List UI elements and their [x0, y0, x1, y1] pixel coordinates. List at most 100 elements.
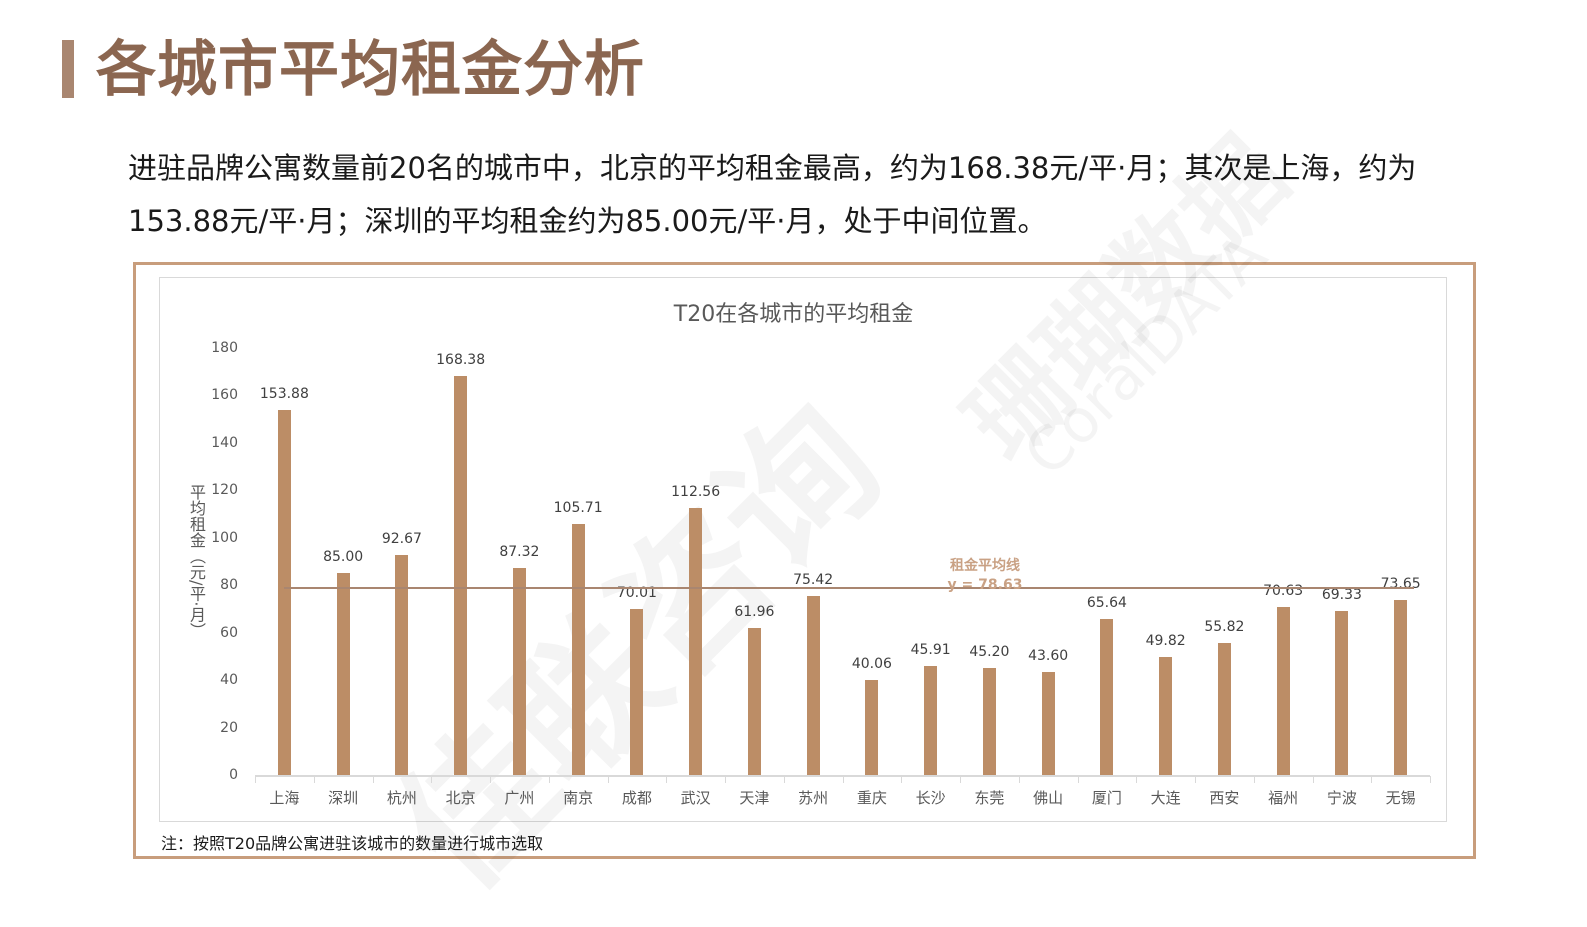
y-tick-label: 0	[229, 767, 238, 783]
x-tick-mark	[431, 776, 433, 783]
bar-杭州	[395, 555, 409, 775]
x-tick-mark	[1253, 776, 1255, 783]
x-tick-mark	[372, 776, 374, 783]
x-category-label: 佛山	[1033, 789, 1064, 807]
bar-value-label: 105.71	[553, 500, 603, 517]
x-category-label: 福州	[1268, 789, 1299, 807]
bar-北京	[454, 375, 468, 775]
bar-value-label: 55.82	[1204, 618, 1245, 635]
x-category-label: 厦门	[1091, 789, 1122, 807]
footnote: 注：按照T20品牌公寓进驻该城市的数量进行城市选取	[161, 834, 544, 853]
bar-宁波	[1335, 610, 1349, 775]
bar-value-label: 75.42	[793, 572, 834, 589]
x-tick-mark	[1018, 776, 1020, 783]
x-tick-mark	[960, 776, 961, 783]
x-tick-mark	[1312, 776, 1314, 783]
x-tick-mark	[666, 776, 668, 783]
x-category-label: 苏州	[798, 789, 829, 807]
bar-value-label: 73.65	[1380, 576, 1421, 593]
bar-value-label: 168.38	[436, 351, 486, 368]
x-tick-mark	[1136, 776, 1138, 783]
x-tick-mark	[313, 776, 315, 783]
bar-佛山	[1041, 671, 1055, 775]
bar-无锡	[1394, 600, 1408, 775]
bar-武汉	[689, 507, 703, 775]
bar-value-label: 112.56	[671, 483, 721, 500]
x-category-label: 武汉	[680, 789, 711, 807]
bar-value-label: 49.82	[1145, 632, 1186, 649]
average-line	[284, 587, 1414, 590]
x-category-label: 北京	[445, 789, 476, 807]
x-category-label: 上海	[269, 789, 300, 807]
page-title: 各城市平均租金分析	[96, 35, 645, 105]
y-tick-label: 20	[220, 719, 238, 736]
y-tick-label: 80	[220, 577, 238, 594]
bar-深圳	[336, 573, 350, 775]
bar-西安	[1217, 642, 1231, 775]
x-tick-mark	[490, 776, 491, 783]
x-tick-mark	[607, 776, 609, 783]
x-category-label: 成都	[621, 789, 652, 807]
y-tick-label: 40	[220, 672, 238, 689]
bar-厦门	[1100, 619, 1114, 775]
x-category-label: 重庆	[856, 789, 887, 807]
bar-value-label: 92.67	[381, 531, 422, 548]
chart-outer-frame	[133, 262, 1476, 859]
bar-value-label: 69.33	[1321, 586, 1362, 603]
x-tick-mark	[842, 776, 844, 783]
x-tick-mark	[1077, 776, 1079, 783]
average-line-value: y = 78.63	[947, 577, 1023, 593]
x-category-label: 天津	[739, 789, 770, 807]
bar-天津	[747, 628, 761, 775]
x-category-label: 深圳	[328, 789, 359, 807]
x-tick-mark	[1371, 776, 1373, 783]
bar-value-label: 61.96	[734, 604, 775, 621]
y-tick-label: 100	[211, 529, 238, 546]
bar-重庆	[865, 679, 879, 775]
y-axis-label: 平均租金（元/平·月）	[187, 484, 206, 639]
bar-value-label: 65.64	[1086, 595, 1127, 612]
x-category-label: 西安	[1209, 789, 1240, 807]
bar-value-label: 45.91	[910, 642, 951, 659]
x-category-label: 广州	[504, 789, 535, 807]
bar-福州	[1276, 607, 1290, 775]
y-tick-label: 160	[211, 387, 238, 404]
bar-南京	[571, 524, 585, 775]
bar-value-label: 85.00	[323, 549, 364, 566]
bar-东莞	[982, 667, 996, 775]
bar-苏州	[806, 596, 820, 775]
summary-paragraph: 进驻品牌公寓数量前20名的城市中，北京的平均租金最高，约为168.38元/平·月…	[128, 151, 1417, 238]
x-category-label: 南京	[563, 789, 594, 807]
y-tick-label: 140	[211, 434, 238, 451]
bar-value-label: 40.06	[851, 655, 892, 672]
x-category-label: 杭州	[386, 789, 417, 807]
x-tick-mark	[783, 776, 785, 783]
x-category-label: 东莞	[974, 789, 1005, 807]
bar-value-label: 70.63	[1263, 583, 1304, 600]
x-category-label: 长沙	[915, 789, 946, 807]
bar-value-label: 87.32	[499, 543, 540, 560]
x-tick-mark	[548, 776, 550, 783]
bar-长沙	[924, 666, 938, 775]
chart-title: T20在各城市的平均租金	[673, 302, 914, 327]
bar-value-label: 153.88	[259, 385, 309, 402]
y-tick-label: 180	[211, 340, 238, 356]
title-accent-bar	[62, 40, 74, 98]
bar-value-label: 45.20	[969, 643, 1010, 660]
x-tick-mark	[255, 776, 256, 783]
bar-大连	[1159, 656, 1173, 775]
x-category-label: 无锡	[1385, 789, 1416, 807]
x-tick-mark	[901, 776, 903, 783]
bar-value-label: 43.60	[1028, 647, 1069, 664]
bar-成都	[630, 608, 644, 775]
x-tick-mark	[725, 776, 726, 783]
x-tick-mark	[1195, 776, 1196, 783]
x-category-label: 宁波	[1326, 789, 1357, 807]
average-line-label: 租金平均线	[950, 558, 1020, 574]
bar-上海	[277, 409, 291, 775]
y-tick-label: 60	[220, 624, 238, 641]
bar-广州	[512, 567, 526, 775]
x-category-label: 大连	[1150, 789, 1181, 807]
x-tick-mark	[1430, 776, 1431, 783]
chart-area	[159, 277, 1447, 822]
